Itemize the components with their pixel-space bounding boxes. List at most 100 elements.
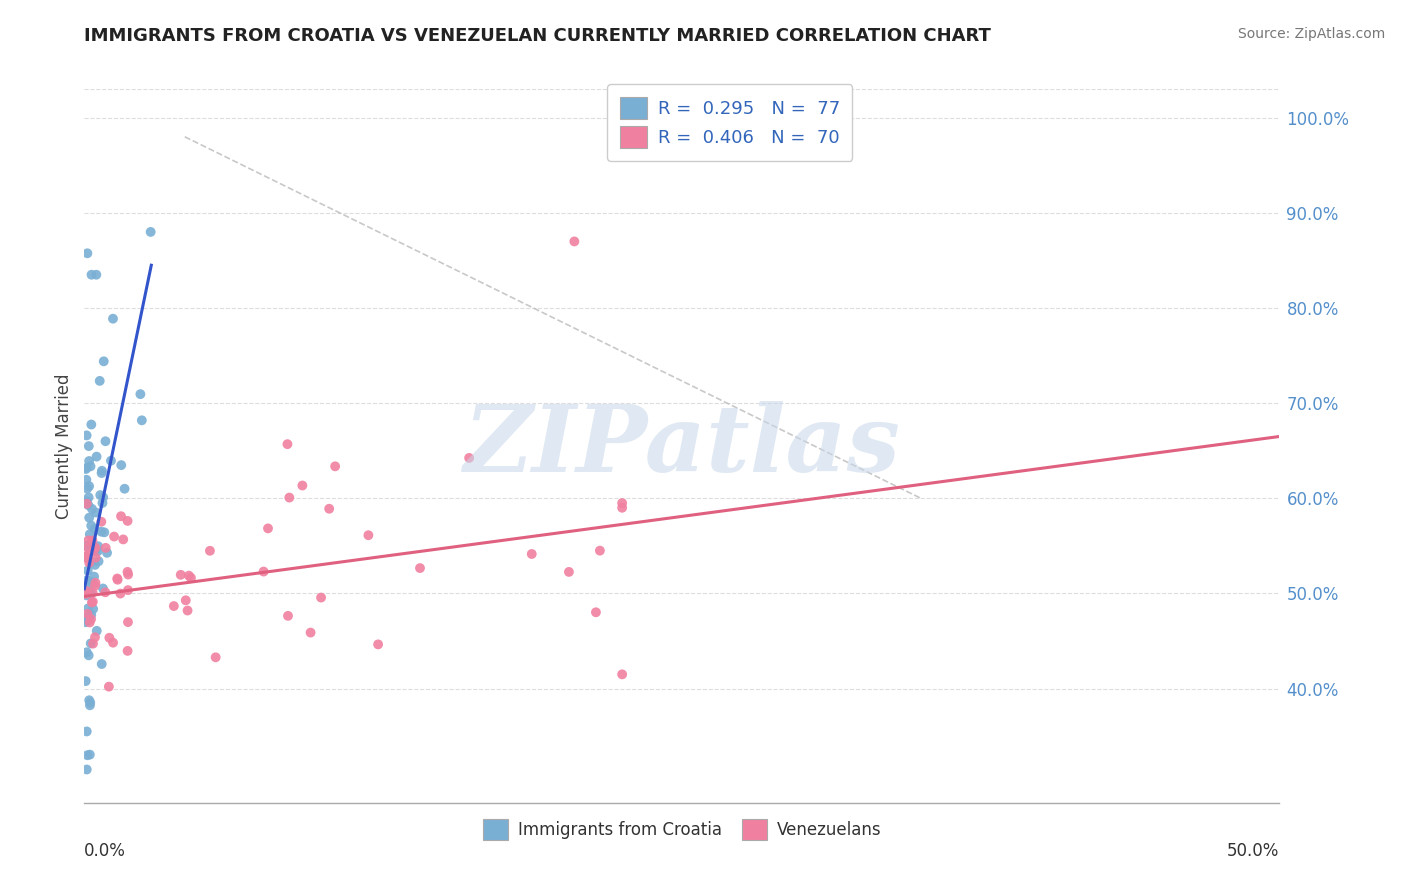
Point [83, 569, 105, 583]
Point [87, 544, 110, 558]
Point [76, 564, 98, 578]
Point [84, 506, 107, 520]
Point [87, 539, 110, 553]
Point [103, 530, 125, 544]
Point [76, 460, 98, 475]
Point [79, 527, 101, 541]
Point [83, 522, 105, 536]
Point [77, 693, 100, 707]
Point [204, 650, 226, 665]
Point [610, 500, 633, 515]
Text: Source: ZipAtlas.com: Source: ZipAtlas.com [1237, 27, 1385, 41]
Point [80, 501, 103, 516]
Point [77, 556, 100, 570]
Point [114, 482, 136, 496]
Point [76, 246, 98, 260]
Point [87, 554, 110, 568]
Point [79, 696, 101, 710]
Point [94, 541, 117, 555]
Point [84, 544, 107, 558]
Point [84, 550, 107, 565]
Point [76, 497, 98, 511]
Point [79, 747, 101, 762]
Point [82, 533, 104, 548]
Point [110, 509, 132, 524]
Point [86, 450, 108, 464]
Point [77, 498, 100, 512]
Point [77, 479, 100, 493]
Point [84, 541, 107, 555]
Point [91, 496, 114, 510]
Point [75, 549, 97, 564]
Point [278, 491, 301, 505]
Point [177, 568, 200, 582]
Point [91, 464, 114, 478]
Point [76, 748, 98, 763]
Point [98, 631, 121, 645]
Point [82, 637, 104, 651]
Point [318, 501, 340, 516]
Point [82, 595, 104, 609]
Point [79, 698, 101, 713]
Point [409, 561, 432, 575]
Point [309, 591, 332, 605]
Point [76, 541, 98, 555]
Point [367, 637, 389, 651]
Point [84, 575, 107, 590]
Point [75, 473, 97, 487]
Point [291, 478, 314, 492]
Text: 50.0%: 50.0% [1227, 842, 1279, 860]
Point [101, 311, 124, 326]
Point [77, 491, 100, 505]
Point [91, 491, 114, 505]
Point [558, 565, 581, 579]
Point [90, 657, 112, 671]
Point [76, 494, 98, 508]
Point [93, 354, 115, 368]
Point [76, 610, 98, 624]
Point [80, 636, 103, 650]
Point [76, 428, 98, 442]
Point [75, 615, 97, 630]
Point [612, 496, 634, 510]
Point [174, 593, 197, 607]
Point [117, 567, 139, 582]
Point [117, 615, 139, 629]
Point [170, 567, 193, 582]
Point [76, 607, 98, 621]
Point [76, 763, 98, 777]
Point [94, 434, 117, 449]
Point [105, 572, 128, 586]
Text: 0.0%: 0.0% [84, 842, 127, 860]
Point [94, 585, 117, 599]
Point [80, 607, 103, 622]
Point [520, 547, 543, 561]
Legend: Immigrants from Croatia, Venezuelans: Immigrants from Croatia, Venezuelans [474, 811, 890, 848]
Point [198, 543, 221, 558]
Point [163, 599, 186, 613]
Point [589, 543, 612, 558]
Point [139, 225, 162, 239]
Point [101, 635, 124, 649]
Point [84, 579, 107, 593]
Point [80, 612, 103, 626]
Point [84, 558, 107, 572]
Point [180, 571, 202, 585]
Point [176, 603, 198, 617]
Point [458, 450, 481, 465]
Point [77, 533, 100, 548]
Point [76, 482, 98, 496]
Point [86, 624, 108, 638]
Point [77, 614, 100, 628]
Point [564, 235, 586, 249]
Point [80, 417, 103, 432]
Point [97, 680, 120, 694]
Point [76, 539, 98, 553]
Y-axis label: Currently Married: Currently Married [55, 373, 73, 519]
Point [76, 588, 98, 602]
Point [276, 437, 298, 451]
Point [80, 268, 103, 282]
Text: ZIPatlas: ZIPatlas [464, 401, 900, 491]
Point [76, 584, 98, 599]
Point [96, 546, 118, 560]
